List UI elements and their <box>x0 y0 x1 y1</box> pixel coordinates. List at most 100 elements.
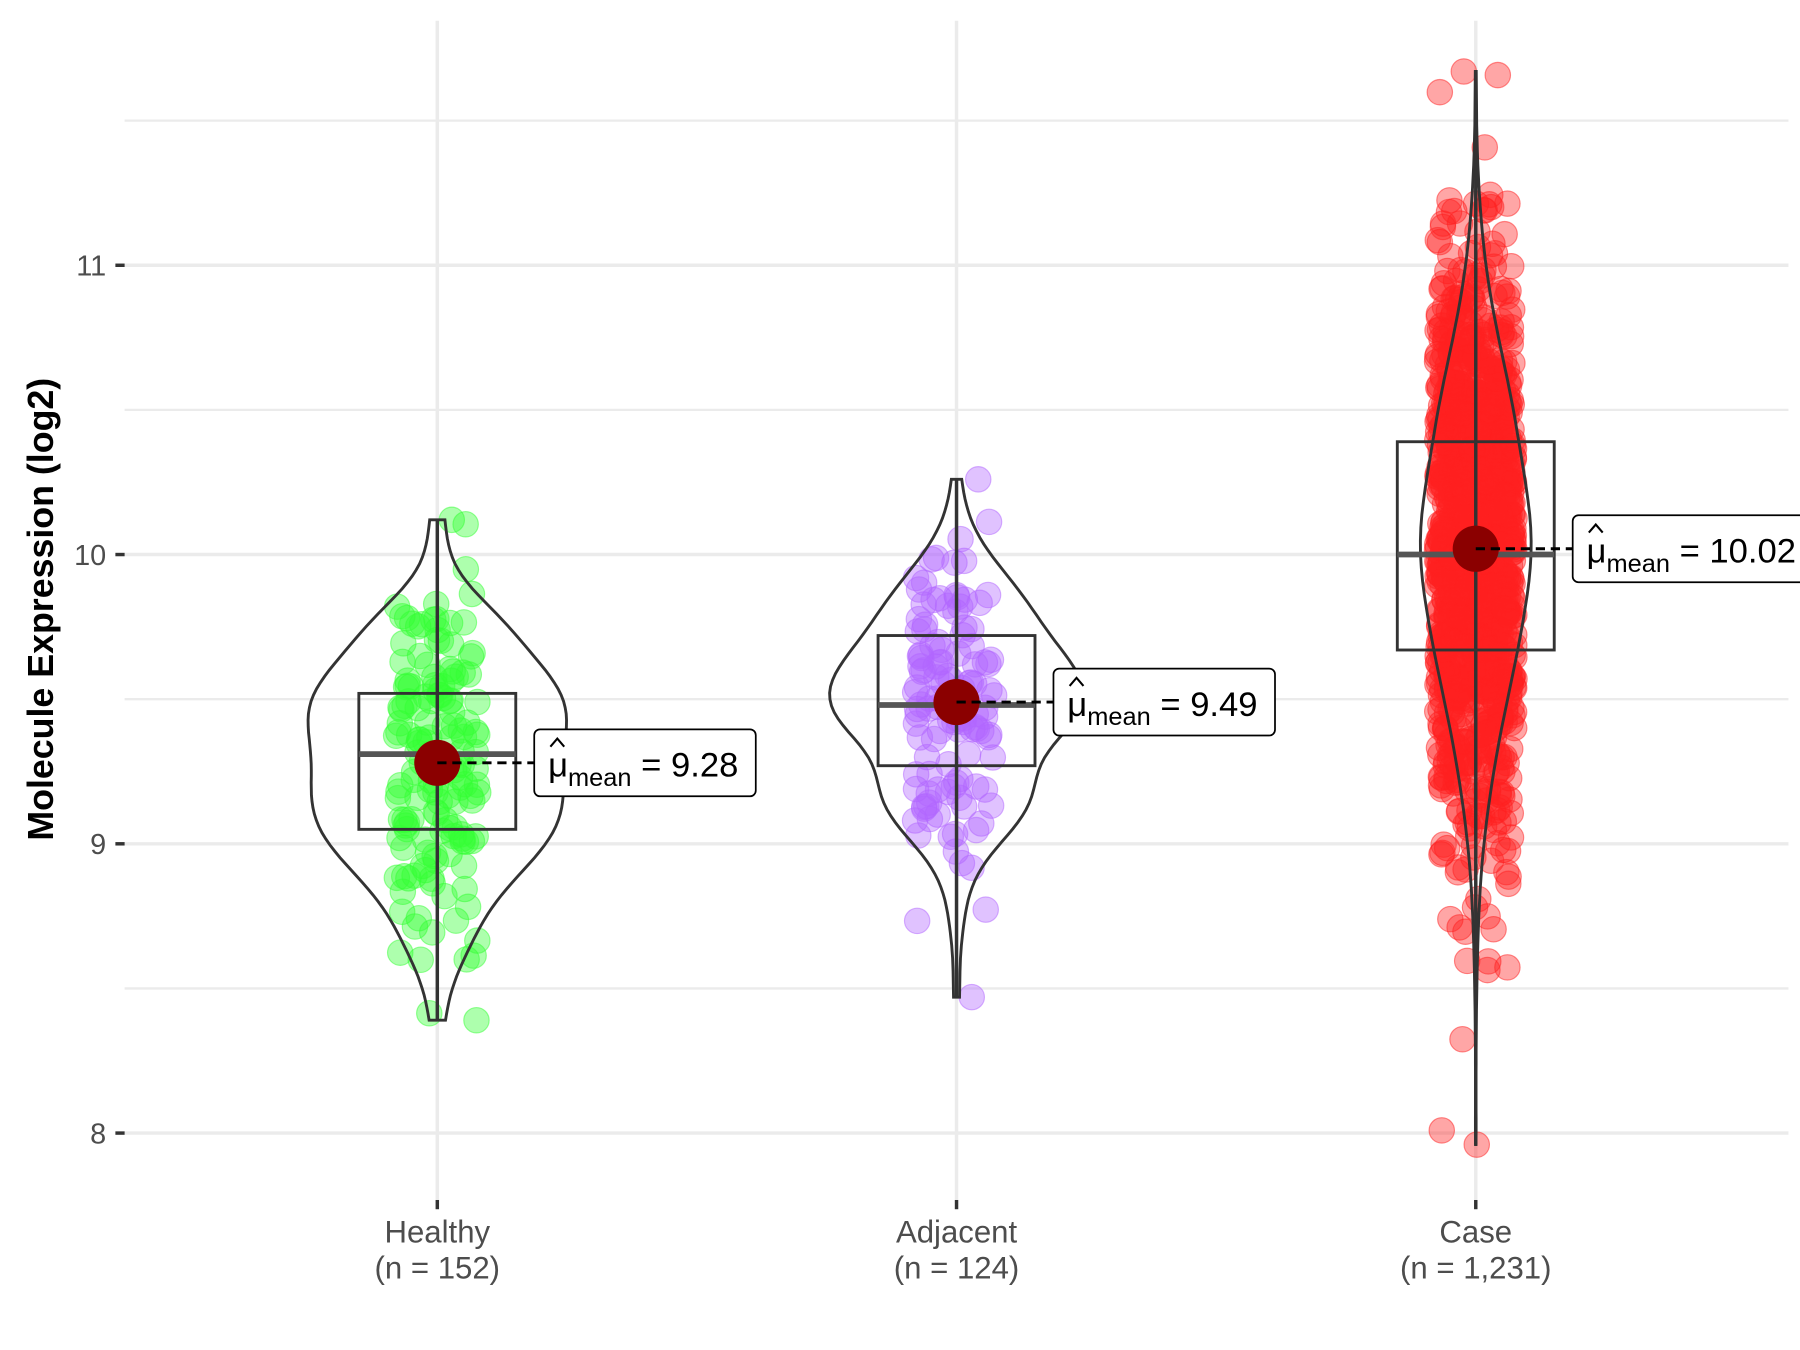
equals: = <box>1670 533 1709 571</box>
data-point <box>910 591 937 618</box>
data-point <box>975 508 1003 536</box>
data-point <box>1497 313 1525 341</box>
data-point <box>962 773 990 800</box>
data-point <box>383 593 411 620</box>
data-point <box>1477 193 1505 221</box>
data-point <box>1477 847 1505 875</box>
data-point <box>906 724 934 751</box>
data-point <box>454 893 482 921</box>
x-tick-label: Adjacent <box>896 1215 1018 1250</box>
data-point <box>1447 256 1475 284</box>
data-point <box>452 511 479 538</box>
data-point <box>462 718 490 746</box>
data-point <box>1477 390 1505 417</box>
data-point <box>1491 220 1518 248</box>
data-point <box>1465 455 1492 483</box>
points <box>901 466 1008 1011</box>
data-point <box>1491 586 1519 614</box>
data-point <box>390 862 418 890</box>
data-point <box>408 610 436 638</box>
hat-mark <box>549 736 566 748</box>
mean-symbol: μ <box>1587 533 1607 571</box>
data-point <box>1494 837 1522 865</box>
data-point <box>1467 333 1495 360</box>
data-point <box>968 810 995 837</box>
box <box>876 634 1037 768</box>
data-point <box>427 627 455 655</box>
data-point <box>1451 633 1479 660</box>
data-point <box>1442 769 1469 797</box>
mean-subscript: mean <box>568 764 631 792</box>
data-point <box>941 549 968 576</box>
data-point <box>1482 691 1510 719</box>
x-tick-n-label: (n = 152) <box>375 1250 501 1285</box>
data-point <box>1473 469 1500 496</box>
data-point <box>1434 257 1461 285</box>
data-point <box>1473 719 1501 746</box>
data-point <box>922 544 950 572</box>
data-point <box>1446 914 1473 941</box>
data-point <box>903 674 931 701</box>
data-point <box>934 778 962 806</box>
data-point <box>937 823 965 851</box>
data-point <box>1446 677 1473 704</box>
y-tick-label: 8 <box>90 1118 106 1150</box>
y-tick-label: 9 <box>90 829 106 861</box>
data-point <box>947 525 974 553</box>
data-point <box>1498 517 1526 545</box>
data-point <box>421 842 448 870</box>
data-point <box>977 646 1005 674</box>
mean-label-box <box>1052 667 1276 737</box>
data-point <box>450 609 478 636</box>
data-point <box>922 653 949 680</box>
group-healthy: μmean = 9.28 <box>306 506 757 1034</box>
data-point <box>905 605 933 633</box>
box <box>1395 440 1556 652</box>
data-point <box>1437 455 1465 483</box>
data-point <box>903 907 931 935</box>
data-point <box>1458 283 1485 310</box>
mean-value: 10.02 <box>1709 533 1796 571</box>
data-point <box>1495 870 1522 898</box>
data-point <box>458 580 486 608</box>
data-point <box>406 642 434 670</box>
data-point <box>463 1006 490 1034</box>
data-point <box>1495 764 1523 792</box>
data-point <box>918 546 945 573</box>
data-point <box>966 589 993 617</box>
mean-label-box <box>533 728 757 798</box>
y-tick-label: 11 <box>76 251 106 283</box>
data-point <box>1446 494 1473 522</box>
box <box>357 691 518 831</box>
mean-label: μmean = 9.49 <box>1067 686 1257 731</box>
data-point <box>1493 858 1520 886</box>
data-point <box>1436 187 1463 214</box>
mean-value: 9.49 <box>1190 686 1257 724</box>
mean-symbol: μ <box>548 747 568 785</box>
data-point <box>1431 715 1459 743</box>
mean-label: μmean = 10.02 <box>1587 533 1797 578</box>
x-tick-n-label: (n = 1,231) <box>1400 1250 1551 1285</box>
x-tick-label: Healthy <box>385 1215 491 1250</box>
data-point <box>907 641 935 668</box>
data-point <box>1423 698 1451 725</box>
data-point <box>384 784 412 812</box>
data-point <box>1430 508 1458 535</box>
data-point <box>1448 603 1475 631</box>
data-point <box>1424 572 1451 599</box>
mean-symbol: μ <box>1067 686 1087 724</box>
data-point <box>1480 915 1507 943</box>
data-point <box>459 787 486 814</box>
data-point <box>426 681 454 709</box>
data-point <box>974 581 1002 609</box>
data-point <box>393 809 421 837</box>
data-point <box>450 852 478 880</box>
data-point <box>946 593 974 620</box>
data-point <box>1428 1117 1456 1144</box>
axes: 8 9 10 11 Healthy(n = 152) Adjacent(n = 124) C… <box>74 251 1551 1286</box>
data-point <box>1426 78 1454 106</box>
data-point <box>457 782 484 810</box>
data-point <box>414 839 442 866</box>
data-point <box>441 813 469 841</box>
